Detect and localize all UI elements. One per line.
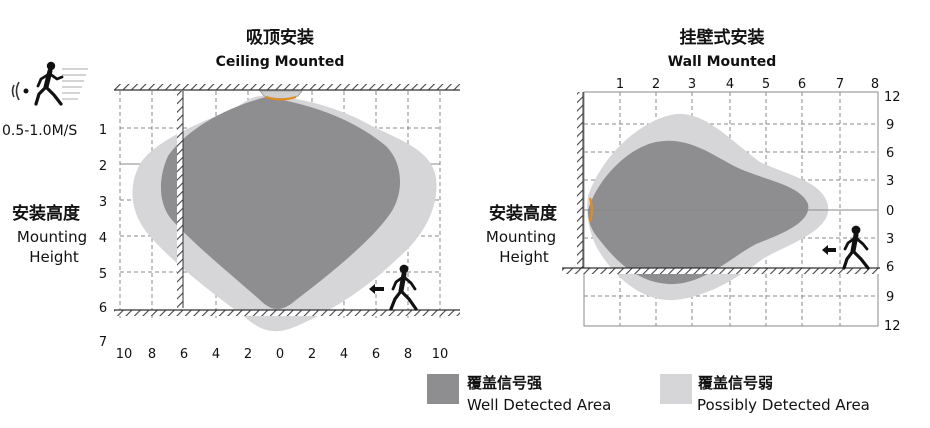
ceiling-x-tick: 8 xyxy=(148,347,156,362)
wall-x-tick: 5 xyxy=(762,77,770,92)
wall-well-detected-area xyxy=(588,140,809,285)
legend-swatch-possible xyxy=(660,374,692,404)
side-wall-hatch xyxy=(177,91,183,308)
wall-mounted-diagram: 挂壁式安装 Wall Mounted xyxy=(486,27,901,334)
legend: 覆盖信号强 Well Detected Area 覆盖信号弱 Possibly … xyxy=(427,374,870,414)
wall-y-tick: 9 xyxy=(886,118,894,133)
motion-speed-icon xyxy=(11,68,88,101)
ceiling-hatch xyxy=(114,84,460,90)
ceiling-title-en: Ceiling Mounted xyxy=(216,54,345,70)
legend-possible-cn: 覆盖信号弱 xyxy=(698,374,773,392)
ceiling-y-tick-4: 4 xyxy=(99,231,107,246)
wall-y-tick: 12 xyxy=(884,319,901,334)
ceiling-x-tick: 8 xyxy=(404,347,412,362)
ceiling-x-tick: 0 xyxy=(276,347,284,362)
arrow-left-icon xyxy=(369,284,384,294)
wall-x-tick: 4 xyxy=(726,77,734,92)
wall-y-tick: 6 xyxy=(886,260,894,275)
ceiling-y-tick-3: 3 xyxy=(99,195,107,210)
arrow-left-icon xyxy=(822,245,836,255)
wall-y-tick: 0 xyxy=(886,204,894,219)
ceiling-x-tick: 10 xyxy=(432,347,449,362)
ceiling-x-tick: 10 xyxy=(116,347,133,362)
wall-grid-frame xyxy=(583,91,879,327)
wall-mounting-height-cn: 安装高度 xyxy=(489,203,558,224)
walking-person-icon xyxy=(842,225,870,270)
ceiling-y-tick-7: 7 xyxy=(99,335,107,350)
legend-possible-en: Possibly Detected Area xyxy=(697,396,870,414)
ceiling-x-tick: 4 xyxy=(212,347,220,362)
ceiling-mounting-height-cn: 安装高度 xyxy=(12,203,81,224)
wall-sensor-icon xyxy=(588,197,594,223)
ceiling-y-tick-5: 5 xyxy=(99,267,107,282)
wall-y-tick: 9 xyxy=(886,290,894,305)
wall-x-tick: 7 xyxy=(836,77,844,92)
wall-title-cn: 挂壁式安装 xyxy=(680,27,765,48)
ceiling-mounting-height-en-1: Mounting xyxy=(17,228,87,246)
wall-x-tick: 3 xyxy=(688,77,696,92)
ceiling-x-tick: 2 xyxy=(308,347,316,362)
floor-hatch xyxy=(114,310,460,316)
ceiling-sensor-icon xyxy=(259,90,303,101)
wall-mounting-height-en-1: Mounting xyxy=(486,228,556,246)
speed-label: 0.5-1.0M/S xyxy=(2,123,77,139)
ceiling-mounting-height-en-2: Height xyxy=(29,248,79,266)
ceiling-well-detected-area xyxy=(160,97,401,309)
ceiling-y-tick-1: 1 xyxy=(99,123,107,138)
wall-y-tick: 3 xyxy=(886,232,894,247)
ceiling-y-tick-2: 2 xyxy=(99,159,107,174)
wall-mounting-height-en-2: Height xyxy=(499,248,549,266)
wall-y-tick: 12 xyxy=(884,90,901,105)
wall-x-tick: 6 xyxy=(798,77,806,92)
walking-person-icon xyxy=(34,61,64,106)
wall-floor-hatch xyxy=(562,268,880,274)
ceiling-x-tick: 4 xyxy=(340,347,348,362)
ceiling-mounted-diagram: 吸顶安装 Ceiling Mounted xyxy=(2,27,460,362)
wall-x-tick: 8 xyxy=(871,77,879,92)
wall-y-tick: 3 xyxy=(886,174,894,189)
wall-x-tick: 1 xyxy=(616,77,624,92)
ceiling-x-tick: 2 xyxy=(244,347,252,362)
legend-swatch-well xyxy=(427,374,459,404)
ceiling-x-tick: 6 xyxy=(180,347,188,362)
legend-well-cn: 覆盖信号强 xyxy=(467,374,542,392)
wall-hatch xyxy=(577,92,583,272)
wall-title-en: Wall Mounted xyxy=(668,54,777,70)
walking-person-icon xyxy=(389,264,418,311)
ceiling-x-tick: 6 xyxy=(372,347,380,362)
ceiling-y-tick-6: 6 xyxy=(99,301,107,316)
legend-well-en: Well Detected Area xyxy=(467,396,611,414)
wall-x-tick: 2 xyxy=(652,77,660,92)
wall-y-tick: 6 xyxy=(886,146,894,161)
ceiling-title-cn: 吸顶安装 xyxy=(246,27,314,48)
